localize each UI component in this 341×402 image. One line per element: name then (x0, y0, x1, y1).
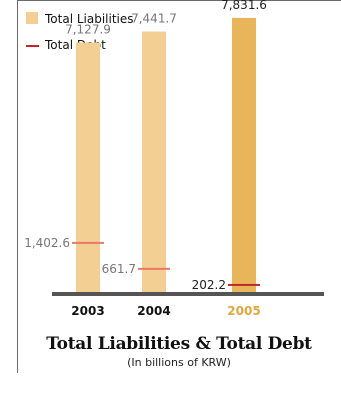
legend-swatch-total-liabilities (26, 12, 38, 24)
value-label-total-debt-2004: 661.7 (102, 262, 136, 276)
line-total-debt-2004 (138, 267, 170, 270)
chart-marks: 7,127.9 1,402.6 2003 7,441.7 661.7 2004 7,831.… (24, 0, 267, 318)
value-label-total-liabilities-2005: 7,831.6 (221, 0, 267, 12)
value-label-total-liabilities-2004: 7,441.7 (131, 12, 177, 26)
bar-total-liabilities-2005 (232, 17, 256, 292)
x-axis-baseline (52, 292, 324, 296)
value-label-total-debt-2003: 1,402.6 (24, 236, 70, 250)
bar-total-liabilities-2004 (142, 31, 166, 293)
frame-border-left (17, 0, 18, 373)
value-label-total-liabilities-2003: 7,127.9 (65, 23, 111, 37)
x-tick-label-2003: 2003 (71, 304, 104, 318)
x-tick-label-2004: 2004 (137, 304, 170, 318)
chart-subtitle: (In billions of KRW) (127, 356, 231, 369)
x-tick-label-2005: 2005 (227, 304, 260, 318)
line-total-debt-2003 (72, 241, 104, 244)
line-total-debt-2005 (228, 283, 260, 286)
legend-label-total-liabilities: Total Liabilities (44, 12, 134, 26)
bar-total-liabilities-2003 (76, 42, 100, 292)
chart-title: Total Liabilities & Total Debt (46, 334, 312, 354)
frame-border-top (17, 0, 341, 1)
legend-swatch-total-debt (26, 45, 39, 47)
value-label-total-debt-2005: 202.2 (192, 278, 226, 292)
